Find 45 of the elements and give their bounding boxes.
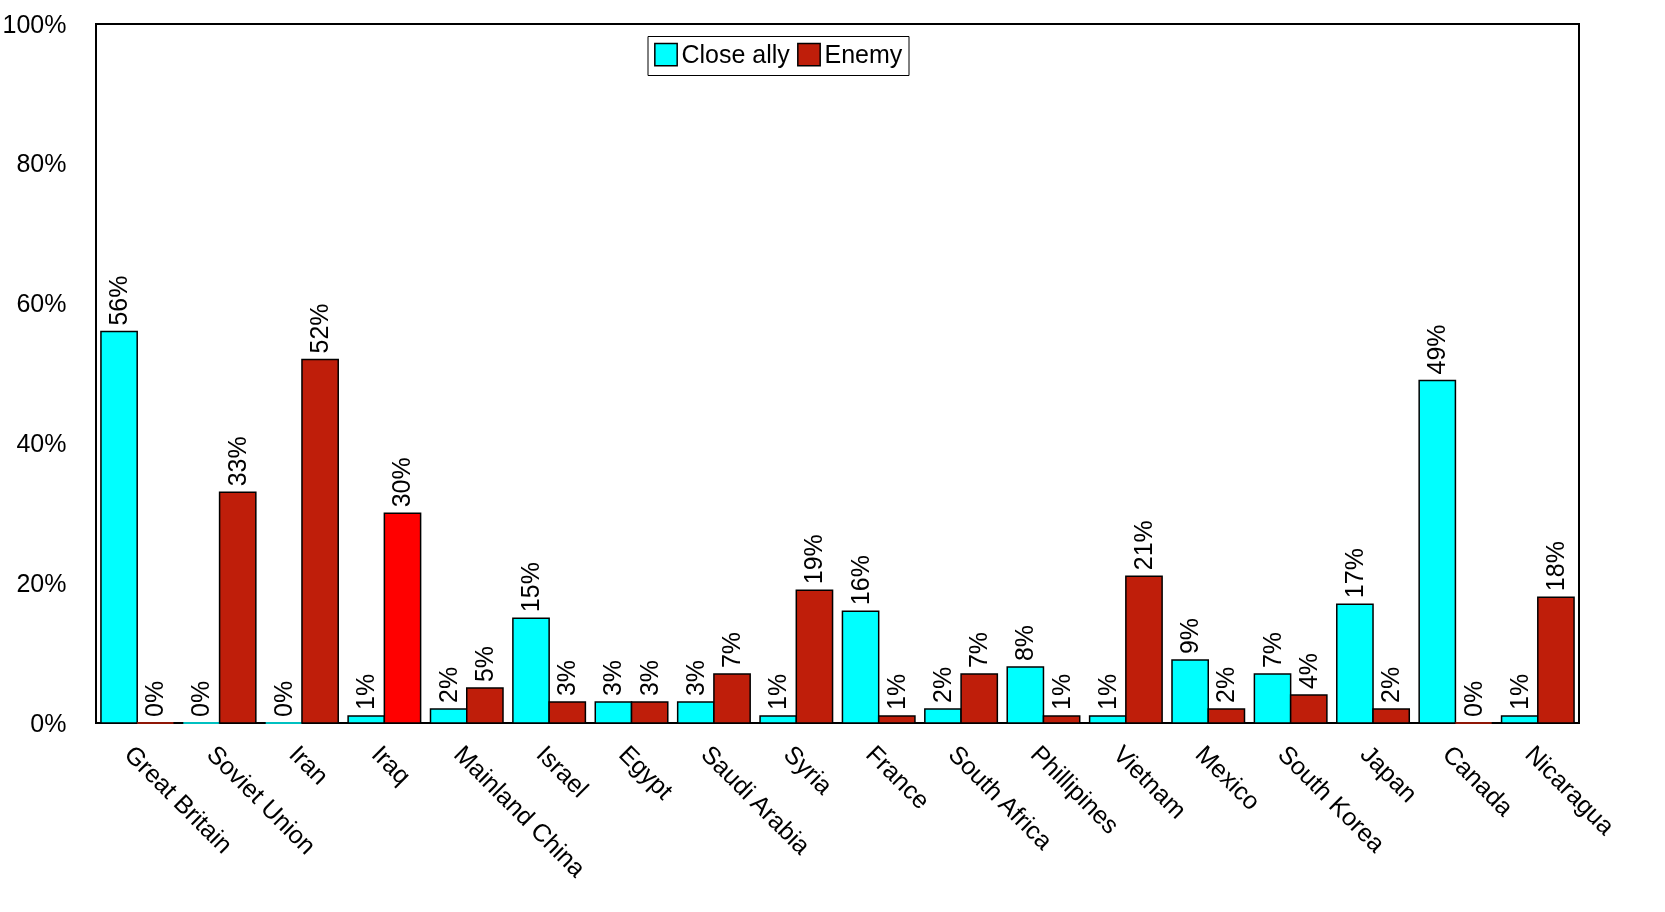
- data-label: 3%: [552, 659, 581, 697]
- data-label: 3%: [598, 659, 627, 697]
- data-label: 17%: [1339, 548, 1368, 599]
- data-label: 15%: [516, 562, 545, 613]
- data-label: 16%: [845, 555, 874, 606]
- data-label: 1%: [881, 673, 910, 711]
- data-label: 1%: [1504, 673, 1533, 711]
- data-label: 56%: [104, 275, 133, 326]
- data-label: 1%: [1092, 673, 1121, 711]
- legend-label: Enemy: [824, 39, 903, 68]
- y-tick-label: 0%: [30, 708, 67, 737]
- y-tick-label: 40%: [16, 428, 67, 457]
- data-label: 21%: [1128, 520, 1157, 571]
- data-label: 3%: [680, 659, 709, 697]
- data-label: 0%: [1458, 680, 1487, 717]
- data-label: 9%: [1175, 617, 1204, 655]
- data-label: 5%: [469, 645, 498, 683]
- y-tick-label: 100%: [2, 9, 67, 38]
- data-label: 49%: [1422, 324, 1451, 375]
- data-label: 8%: [1010, 624, 1039, 662]
- data-label: 7%: [717, 631, 746, 669]
- data-label: 0%: [186, 680, 215, 717]
- data-label: 3%: [634, 659, 663, 697]
- x-tick-label: Iran: [284, 739, 335, 790]
- data-label: 1%: [763, 673, 792, 711]
- y-tick-label: 80%: [16, 149, 67, 178]
- data-label: 0%: [140, 680, 169, 717]
- data-label: 7%: [1257, 631, 1286, 669]
- data-label: 2%: [433, 666, 462, 704]
- data-label: 2%: [1376, 666, 1405, 704]
- data-label: 1%: [1046, 673, 1075, 711]
- y-tick-label: 60%: [16, 289, 67, 318]
- data-label: 30%: [387, 457, 416, 508]
- legend-label: Close ally: [681, 39, 791, 68]
- data-label: 52%: [305, 303, 334, 354]
- data-label: 1%: [351, 673, 380, 711]
- data-label: 4%: [1293, 652, 1322, 690]
- data-label: 2%: [1211, 666, 1240, 704]
- data-label: 19%: [799, 534, 828, 585]
- data-label: 0%: [268, 680, 297, 717]
- y-tick-label: 20%: [16, 568, 67, 597]
- data-label: 18%: [1540, 541, 1569, 592]
- data-label: 33%: [222, 436, 251, 487]
- data-label: 7%: [964, 631, 993, 669]
- data-label: 2%: [927, 666, 956, 704]
